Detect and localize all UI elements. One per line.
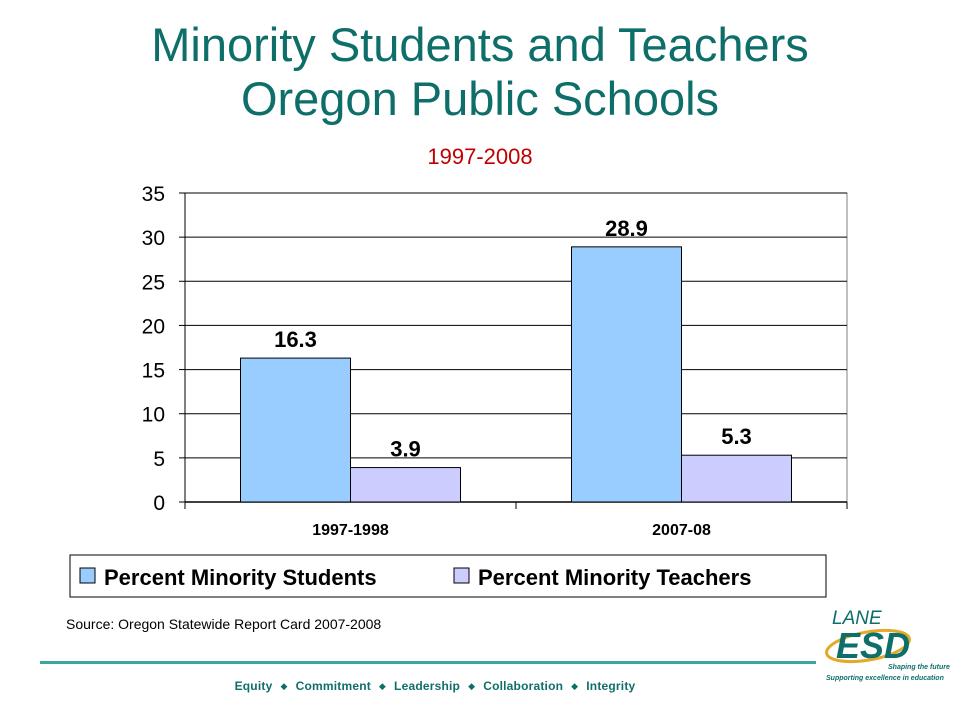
logo-word-lane: LANE (832, 608, 882, 629)
footer-value: Leadership (394, 679, 461, 693)
logo-swoosh (825, 628, 911, 664)
legend (69, 554, 827, 598)
bar (350, 467, 461, 503)
source-note: Source: Oregon Statewide Report Card 200… (66, 616, 382, 632)
footer-rule (40, 661, 816, 664)
footer-separator: ◆ (571, 681, 579, 691)
y-tick-label: 15 (142, 360, 165, 383)
bar (681, 454, 792, 503)
title-line-2: Oregon Public Schools (240, 72, 720, 125)
bar-chart: 0 5 10 15 20 25 30 35 16.3 3.9 1997-1998 28.9 5.3 200… (69, 183, 848, 598)
logo-tagline-1: Shaping the future: (888, 664, 950, 671)
y-tick-label: 5 (153, 448, 165, 471)
y-tick-label: 25 (142, 271, 165, 294)
data-label: 5.3 (721, 424, 752, 449)
data-label: 28.9 (605, 216, 648, 241)
bar (240, 357, 351, 503)
data-label: 3.9 (390, 437, 421, 462)
logo-tagline-2: Supporting excellence in education (826, 675, 944, 682)
slide-subtitle: 1997-2008 (427, 144, 533, 169)
y-tick-label: 20 (142, 315, 165, 338)
legend-label: Percent Minority Students (104, 565, 377, 590)
lane-esd-logo: LANE ESD Shaping the future: Supporting … (825, 608, 950, 682)
legend-label: Percent Minority Teachers (478, 565, 751, 590)
category-label: 2007-08 (652, 522, 711, 539)
y-tick-label: 35 (142, 183, 165, 206)
title-line-1: Minority Students and Teachers (151, 18, 809, 71)
footer-separator: ◆ (378, 681, 387, 691)
slide-title: Minority Students and Teachers Oregon Pu… (0, 18, 960, 126)
footer-value: Integrity (586, 679, 636, 693)
y-tick-label: 10 (142, 404, 165, 427)
footer-separator: ◆ (280, 681, 288, 691)
footer-value: Collaboration (483, 679, 564, 693)
footer-value: Equity (234, 679, 273, 693)
footer-separator: ◆ (468, 681, 476, 691)
legend-swatch (453, 567, 470, 584)
y-tick-label: 0 (153, 492, 165, 515)
category-label: 1997-1998 (312, 522, 389, 539)
bar (571, 246, 682, 503)
data-label: 16.3 (274, 327, 317, 352)
logo-word-esd: ESD (836, 625, 910, 666)
footer-values: Equity ◆ Commitment ◆ Leadership ◆ Collaborati… (0, 679, 870, 693)
footer-value: Commitment (295, 679, 371, 693)
legend-swatch (79, 567, 96, 584)
y-tick-label: 30 (142, 227, 165, 250)
